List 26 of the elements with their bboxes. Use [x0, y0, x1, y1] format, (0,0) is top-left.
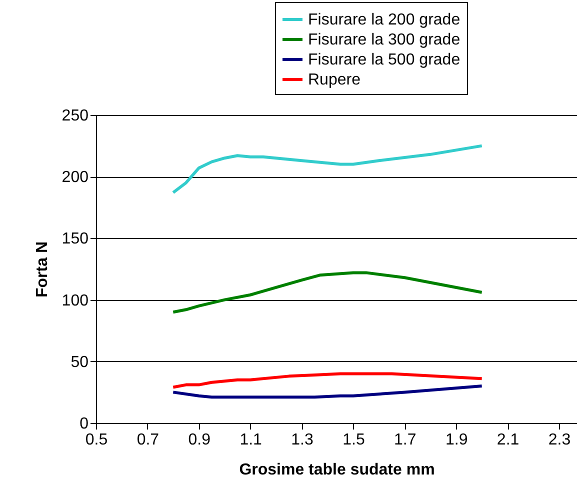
x-tick-label: 2.1 [496, 432, 520, 448]
legend-label: Rupere [308, 72, 361, 88]
x-tick-label: 1.3 [291, 432, 314, 448]
y-tick-label: 250 [62, 108, 89, 124]
y-tick-label: 0 [80, 416, 89, 432]
y-axis-title: Forta N [34, 242, 51, 298]
x-tick-label: 1.7 [394, 432, 416, 448]
x-tick-label: 1.5 [342, 432, 365, 448]
x-axis-title: Grosime table sudate mm [239, 462, 435, 478]
x-tick-label: 0.7 [136, 432, 160, 448]
x-tick-label: 0.9 [188, 432, 211, 448]
line-series [172, 144, 484, 194]
y-tick-label: 150 [62, 230, 89, 248]
line-series [172, 372, 484, 389]
x-tick-label: 1.9 [445, 432, 468, 448]
y-tick-label: 50 [70, 354, 89, 371]
legend-label: Fisurare la 500 grade [308, 52, 460, 68]
x-tick-label: 2.3 [548, 432, 571, 448]
legend-label: Fisurare la 200 grade [308, 12, 460, 28]
line-series [172, 384, 484, 399]
y-tick-label: 200 [62, 169, 89, 186]
x-tick-label: 0.5 [85, 432, 108, 448]
legend-label: Fisurare la 300 grade [308, 32, 460, 48]
y-tick-label: 100 [62, 292, 89, 310]
x-tick-label: 1.1 [240, 432, 262, 448]
line-series [172, 271, 484, 314]
